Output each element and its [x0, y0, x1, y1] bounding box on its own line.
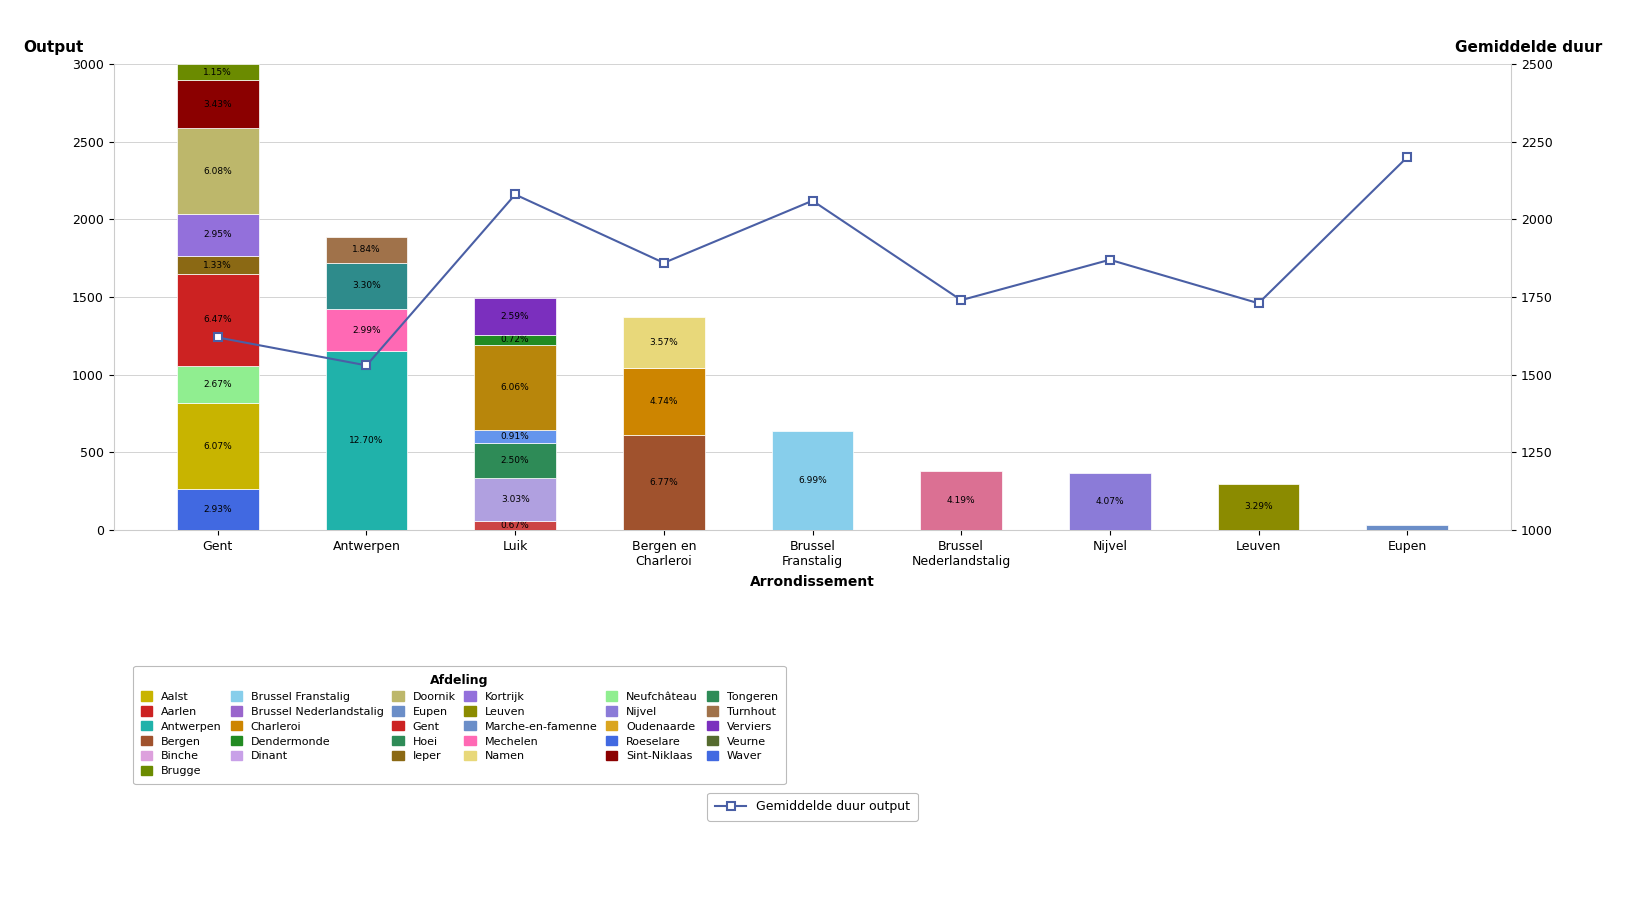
Bar: [474, 345, 556, 430]
Bar: [622, 435, 705, 530]
Bar: [177, 256, 258, 274]
Bar: [177, 64, 258, 80]
Bar: [177, 489, 258, 530]
Bar: [474, 443, 556, 478]
Bar: [177, 403, 258, 489]
Text: 6.08%: 6.08%: [203, 166, 232, 175]
Text: 2.99%: 2.99%: [353, 325, 380, 335]
Text: 2.95%: 2.95%: [203, 230, 232, 239]
Bar: [325, 262, 408, 309]
Text: 2.50%: 2.50%: [500, 456, 530, 465]
Bar: [177, 366, 258, 403]
Text: 0.72%: 0.72%: [500, 335, 530, 345]
Text: 3.43%: 3.43%: [203, 100, 232, 109]
Text: 0.91%: 0.91%: [500, 432, 530, 441]
Text: 4.07%: 4.07%: [1095, 497, 1124, 505]
Text: 4.19%: 4.19%: [947, 496, 975, 505]
Text: 3.29%: 3.29%: [1245, 503, 1272, 512]
Bar: [177, 128, 258, 214]
X-axis label: Arrondissement: Arrondissement: [751, 575, 874, 589]
Text: 12.70%: 12.70%: [349, 436, 384, 445]
Bar: [177, 214, 258, 256]
Text: 3.30%: 3.30%: [353, 282, 380, 291]
Text: 1.15%: 1.15%: [203, 68, 232, 77]
Text: 2.67%: 2.67%: [203, 380, 232, 388]
Text: 2.59%: 2.59%: [500, 312, 530, 321]
Text: 0.67%: 0.67%: [500, 521, 530, 530]
Bar: [474, 298, 556, 335]
Bar: [920, 472, 1003, 530]
Text: 6.77%: 6.77%: [650, 478, 678, 487]
Bar: [474, 521, 556, 530]
Bar: [325, 309, 408, 351]
Text: 1.84%: 1.84%: [353, 245, 380, 254]
Text: 6.99%: 6.99%: [798, 476, 827, 485]
Bar: [1217, 484, 1300, 530]
Bar: [325, 351, 408, 530]
Text: 6.06%: 6.06%: [500, 383, 530, 392]
Legend: Gemiddelde duur output: Gemiddelde duur output: [707, 792, 918, 821]
Bar: [325, 237, 408, 262]
Bar: [622, 317, 705, 368]
Text: 4.74%: 4.74%: [650, 397, 678, 406]
Text: 3.03%: 3.03%: [500, 495, 530, 504]
Bar: [1367, 526, 1448, 530]
Text: 1.33%: 1.33%: [203, 260, 232, 270]
Bar: [622, 368, 705, 435]
Bar: [772, 431, 853, 530]
Bar: [474, 335, 556, 345]
Bar: [177, 80, 258, 128]
Text: Gemiddelde duur: Gemiddelde duur: [1454, 39, 1602, 55]
Text: Output: Output: [23, 39, 83, 55]
Text: 6.07%: 6.07%: [203, 441, 232, 451]
Bar: [474, 478, 556, 521]
Bar: [474, 430, 556, 443]
Text: 3.57%: 3.57%: [650, 338, 678, 347]
Bar: [1069, 473, 1150, 530]
Text: 2.93%: 2.93%: [203, 505, 232, 514]
Bar: [177, 274, 258, 366]
Text: 6.47%: 6.47%: [203, 315, 232, 324]
